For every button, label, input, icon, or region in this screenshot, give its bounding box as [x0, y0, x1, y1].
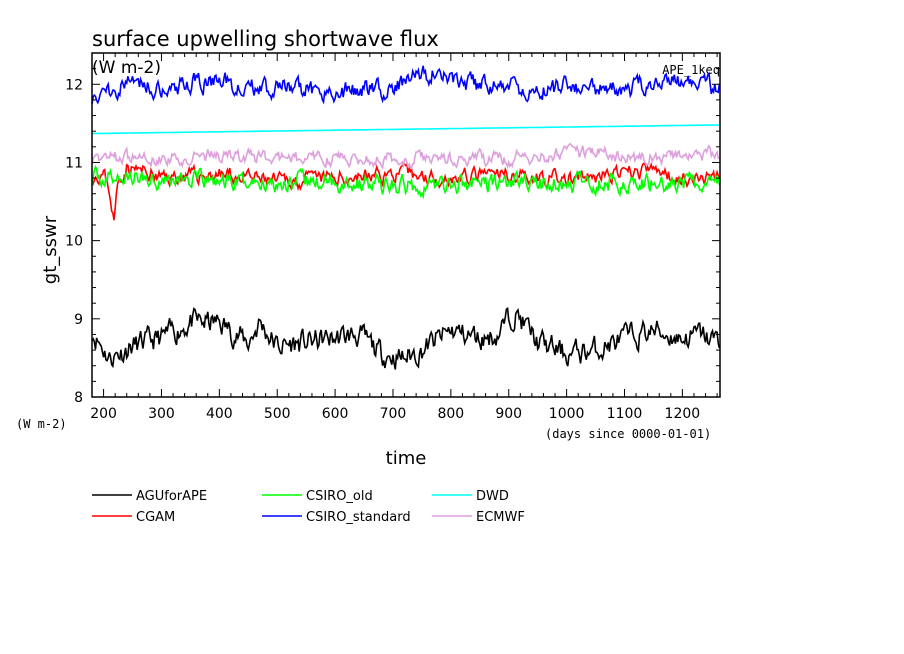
y-tick-label: 9	[74, 312, 83, 328]
series-line-csiro-standard	[91, 65, 721, 105]
x-tick-label: 300	[148, 406, 175, 422]
legend: AGUforAPE CGAM CSIRO_old CSIRO_standard DWD E…	[92, 489, 525, 525]
x-tick-label: 900	[495, 406, 522, 422]
legend-label: AGUforAPE	[136, 489, 207, 504]
x-units-label: (days since 0000-01-01)	[545, 427, 711, 441]
x-tick-label: 1000	[549, 406, 585, 422]
legend-label: CGAM	[136, 510, 175, 525]
y-tick-label: 12	[65, 77, 83, 93]
y-axis-label: gt_sswr	[40, 215, 61, 284]
x-tick-label: 800	[437, 406, 464, 422]
x-axis-ticks: 200 300 400 500 600 700 800 900 1000 1100 1200	[90, 53, 718, 422]
chart-units: (W m-2)	[92, 58, 161, 78]
y-tick-label: 8	[74, 390, 83, 406]
y-tick-label: 10	[65, 234, 83, 250]
series-line-csiro-old	[91, 164, 721, 200]
y-tick-label: 11	[65, 155, 83, 171]
legend-label: DWD	[476, 489, 509, 504]
x-tick-label: 400	[206, 406, 233, 422]
x-tick-label: 500	[264, 406, 291, 422]
legend-label: ECMWF	[476, 510, 525, 525]
x-axis-label: time	[386, 448, 427, 469]
x-tick-label: 700	[380, 406, 407, 422]
series-line-aguforape	[91, 306, 721, 370]
plot-frame	[91, 52, 721, 398]
x-tick-label: 600	[322, 406, 349, 422]
series-line-dwd	[92, 124, 720, 135]
series-line-ecmwf	[91, 142, 720, 170]
run-label: APE_1keq	[662, 63, 720, 77]
x-tick-label: 1200	[665, 406, 701, 422]
x-tick-label: 200	[90, 406, 117, 422]
legend-label: CSIRO_old	[306, 489, 373, 504]
legend-label: CSIRO_standard	[306, 510, 411, 525]
y-axis-ticks: 8 9 10 11 12	[65, 52, 720, 406]
plot-lines	[91, 65, 721, 370]
x-tick-label: 1100	[607, 406, 643, 422]
chart-title: surface upwelling shortwave flux	[92, 27, 439, 51]
y-units-label: (W m-2)	[16, 417, 67, 431]
